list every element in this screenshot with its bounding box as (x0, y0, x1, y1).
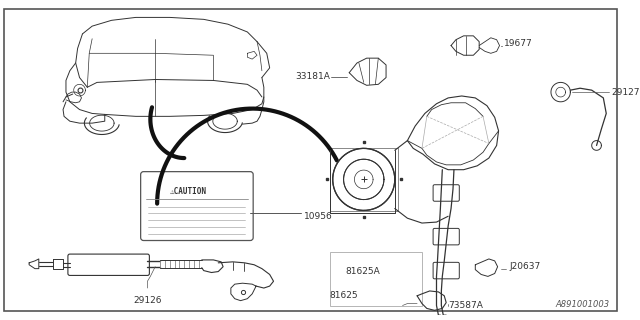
Text: 73587A: 73587A (448, 301, 483, 310)
Text: J20637: J20637 (509, 262, 541, 271)
Text: 10956: 10956 (303, 212, 332, 221)
FancyBboxPatch shape (330, 252, 422, 306)
FancyBboxPatch shape (433, 185, 460, 201)
Text: 19677: 19677 (504, 39, 533, 48)
Text: A891001003: A891001003 (555, 300, 609, 309)
Text: ⚠CAUTION: ⚠CAUTION (170, 187, 207, 196)
FancyBboxPatch shape (433, 262, 460, 279)
FancyBboxPatch shape (68, 254, 149, 276)
FancyBboxPatch shape (330, 148, 397, 212)
FancyBboxPatch shape (433, 228, 460, 245)
Text: 29126: 29126 (133, 296, 162, 305)
FancyBboxPatch shape (141, 172, 253, 241)
Text: 33181A: 33181A (295, 72, 330, 81)
Text: 29127: 29127 (611, 88, 639, 97)
Text: 81625: 81625 (330, 291, 358, 300)
Text: 81625A: 81625A (346, 267, 380, 276)
